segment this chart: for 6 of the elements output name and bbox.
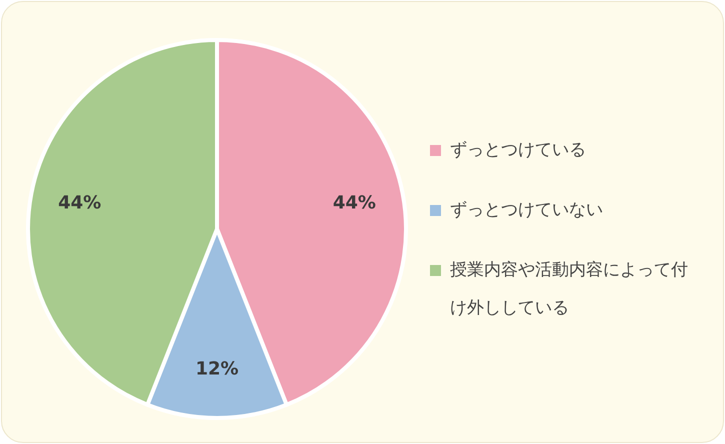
- data-label: 12%: [195, 358, 239, 380]
- legend-label: 授業内容や活動内容によって付け外ししている: [450, 259, 689, 320]
- legend-label: ずっとつけていない: [450, 199, 603, 222]
- data-label: 44%: [58, 192, 102, 214]
- data-label: 44%: [332, 192, 376, 214]
- legend-label: ずっとつけている: [450, 139, 586, 162]
